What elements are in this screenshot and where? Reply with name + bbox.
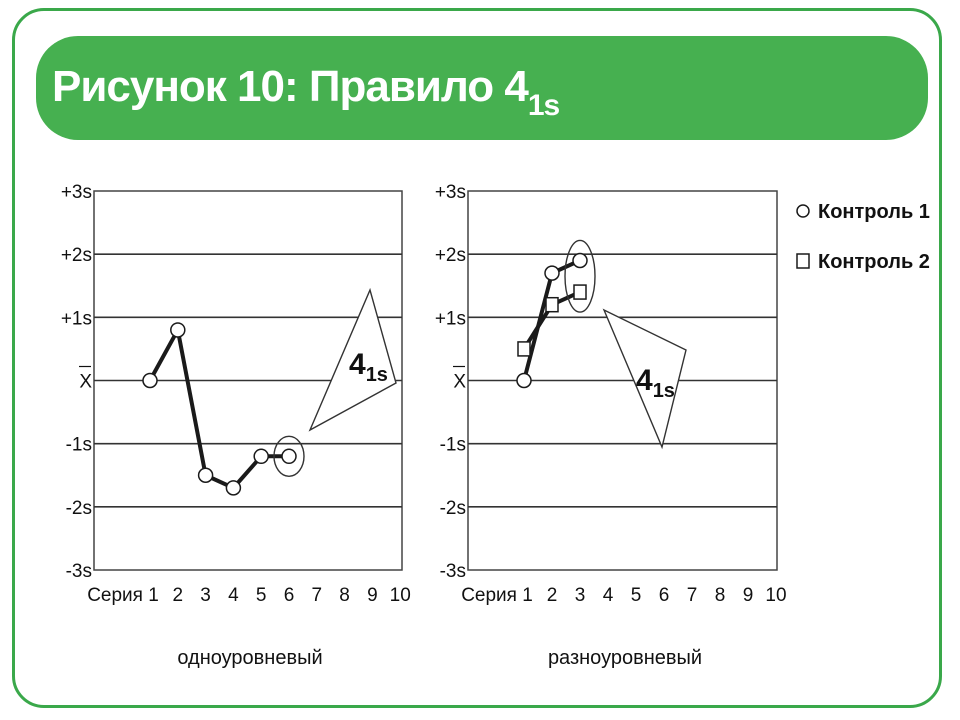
y-tick-label: -2s: [66, 498, 92, 519]
data-point-circle: [253, 448, 269, 465]
data-point-circle: [225, 480, 242, 496]
data-point-circle: [170, 322, 186, 338]
legend-label: Контроль 2: [818, 251, 930, 273]
x-tick-label: 7: [312, 585, 323, 606]
data-point-circle: [572, 252, 588, 269]
legend-label: Контроль 1: [818, 201, 930, 223]
series-line: [148, 327, 289, 490]
x-tick-label: 6: [659, 585, 670, 606]
x-tick-label: 5: [631, 585, 642, 606]
callout-label: 41s: [349, 348, 388, 386]
y-tick-label: +2s: [61, 245, 92, 266]
data-point-circle: [142, 372, 158, 389]
page-title: Рисунок 10: Правило 41s: [52, 62, 560, 123]
callout-triangle: [308, 287, 397, 432]
y-tick-label: -1s: [66, 435, 92, 456]
data-point-square: [573, 284, 587, 300]
x-tick-label: 10: [390, 585, 411, 606]
chart-2: +3s +2s +1s X -1s -2s -3s Серия 1 2 3 4 5 6 7 8 9 10 разн…: [435, 182, 787, 669]
chart-caption: одноуровневый: [177, 647, 322, 669]
y-tick-label: +3s: [435, 182, 466, 203]
x-tick-label: 4: [603, 585, 614, 606]
y-tick-label: X: [453, 372, 466, 393]
y-tick-label: -1s: [440, 435, 466, 456]
y-tick-label: +1s: [435, 308, 466, 329]
x-tick-label: 10: [765, 585, 786, 606]
data-point-square: [545, 296, 559, 313]
highlight-ring: [273, 435, 305, 477]
x-tick-label: 5: [256, 585, 267, 606]
x-tick-label: 9: [743, 585, 754, 606]
data-point-circle: [281, 448, 297, 465]
y-tick-label: X: [79, 372, 92, 393]
y-tick-label: +3s: [61, 182, 92, 203]
x-tick-label: 2: [173, 585, 184, 606]
x-tick-label: Серия 1: [87, 585, 159, 606]
y-tick-label: +2s: [435, 245, 466, 266]
y-tick-label: -3s: [66, 561, 92, 582]
highlight-ring: [564, 239, 596, 313]
chart-1: +3s +2s +1s X -1s -2s -3s Серия 1 2 3 4 5 6 7 8 9 10 одно…: [61, 182, 411, 669]
legend-circle-icon: [796, 204, 810, 218]
legend-square-icon: [796, 253, 810, 269]
x-tick-label: 7: [687, 585, 698, 606]
title-subscript: 1s: [527, 89, 560, 122]
data-point-circle: [544, 265, 560, 281]
x-tick-label: 8: [339, 585, 350, 606]
data-point-square: [517, 341, 531, 357]
y-tick-label: -3s: [440, 561, 466, 582]
title-main: Рисунок 10: Правило 4: [52, 62, 529, 111]
y-tick-label: -2s: [440, 498, 466, 519]
x-tick-label: 3: [575, 585, 586, 606]
title-banner: [36, 36, 928, 140]
x-tick-label: 9: [367, 585, 378, 606]
x-tick-label: 3: [200, 585, 211, 606]
x-tick-label: 4: [228, 585, 239, 606]
chart-caption: разноуровневый: [548, 647, 702, 669]
callout-triangle: [602, 308, 687, 450]
callout-label: 41s: [636, 364, 675, 402]
data-point-circle: [197, 467, 214, 483]
x-tick-label: Серия 1: [461, 585, 533, 606]
data-point-circle: [516, 372, 532, 389]
x-tick-label: 8: [715, 585, 726, 606]
x-tick-label: 6: [284, 585, 295, 606]
y-tick-label: +1s: [61, 308, 92, 329]
x-tick-label: 2: [547, 585, 558, 606]
legend: Контроль 1 Контроль 2: [796, 201, 930, 273]
